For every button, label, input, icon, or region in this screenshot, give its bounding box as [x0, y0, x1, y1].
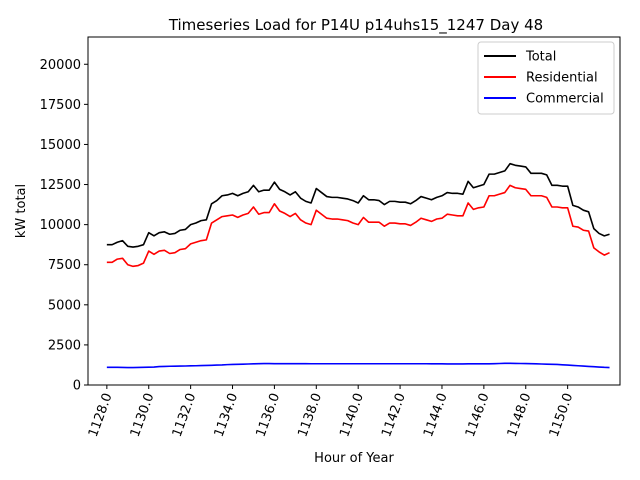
plot-area-frame [87, 36, 621, 386]
x-tick-label: 1138.0 [295, 391, 325, 439]
legend-label-residential: Residential [526, 71, 598, 86]
y-tick-label: 15000 [40, 138, 81, 153]
x-tick-label: 1130.0 [128, 391, 158, 439]
y-tick-label: 0 [73, 379, 81, 394]
y-tick-label: 12500 [40, 178, 81, 193]
legend-box [477, 41, 615, 115]
y-tick-label: 20000 [40, 58, 81, 73]
y-tick-label: 17500 [40, 98, 81, 113]
x-tick-label: 1144.0 [421, 391, 451, 439]
x-tick-label: 1136.0 [254, 391, 284, 439]
y-tick-label: 2500 [48, 338, 81, 353]
x-tick-label: 1142.0 [379, 391, 409, 439]
x-tick-label: 1132.0 [170, 391, 200, 439]
legend: Total Residential Commercial [477, 41, 615, 115]
y-tick-label: 7500 [48, 258, 81, 273]
x-tick-label: 1140.0 [337, 391, 367, 439]
chart-title: Timeseries Load for P14U p14uhs15_1247 D… [168, 16, 543, 35]
y-tick-label: 10000 [40, 218, 81, 233]
y-axis: 0 2500 5000 7500 10000 12500 15000 17500 20000 [40, 58, 88, 394]
x-tick-label: 1148.0 [505, 391, 535, 439]
series-line-total [106, 162, 610, 248]
series-line-commercial [106, 362, 610, 369]
legend-label-commercial: Commercial [526, 92, 604, 107]
x-tick-label: 1128.0 [86, 391, 116, 439]
legend-label-total: Total [525, 50, 556, 65]
series-line-residential [106, 184, 610, 268]
y-tick-label: 5000 [48, 298, 81, 313]
x-tick-label: 1146.0 [463, 391, 493, 439]
y-axis-label: kW total [14, 184, 29, 238]
x-axis-label: Hour of Year [314, 451, 394, 466]
series-lines [106, 162, 610, 369]
x-tick-label: 1150.0 [547, 391, 577, 439]
x-axis: 1128.0 1130.0 1132.0 1134.0 1136.0 1138.0 1140… [86, 385, 576, 439]
x-tick-label: 1134.0 [212, 391, 242, 439]
